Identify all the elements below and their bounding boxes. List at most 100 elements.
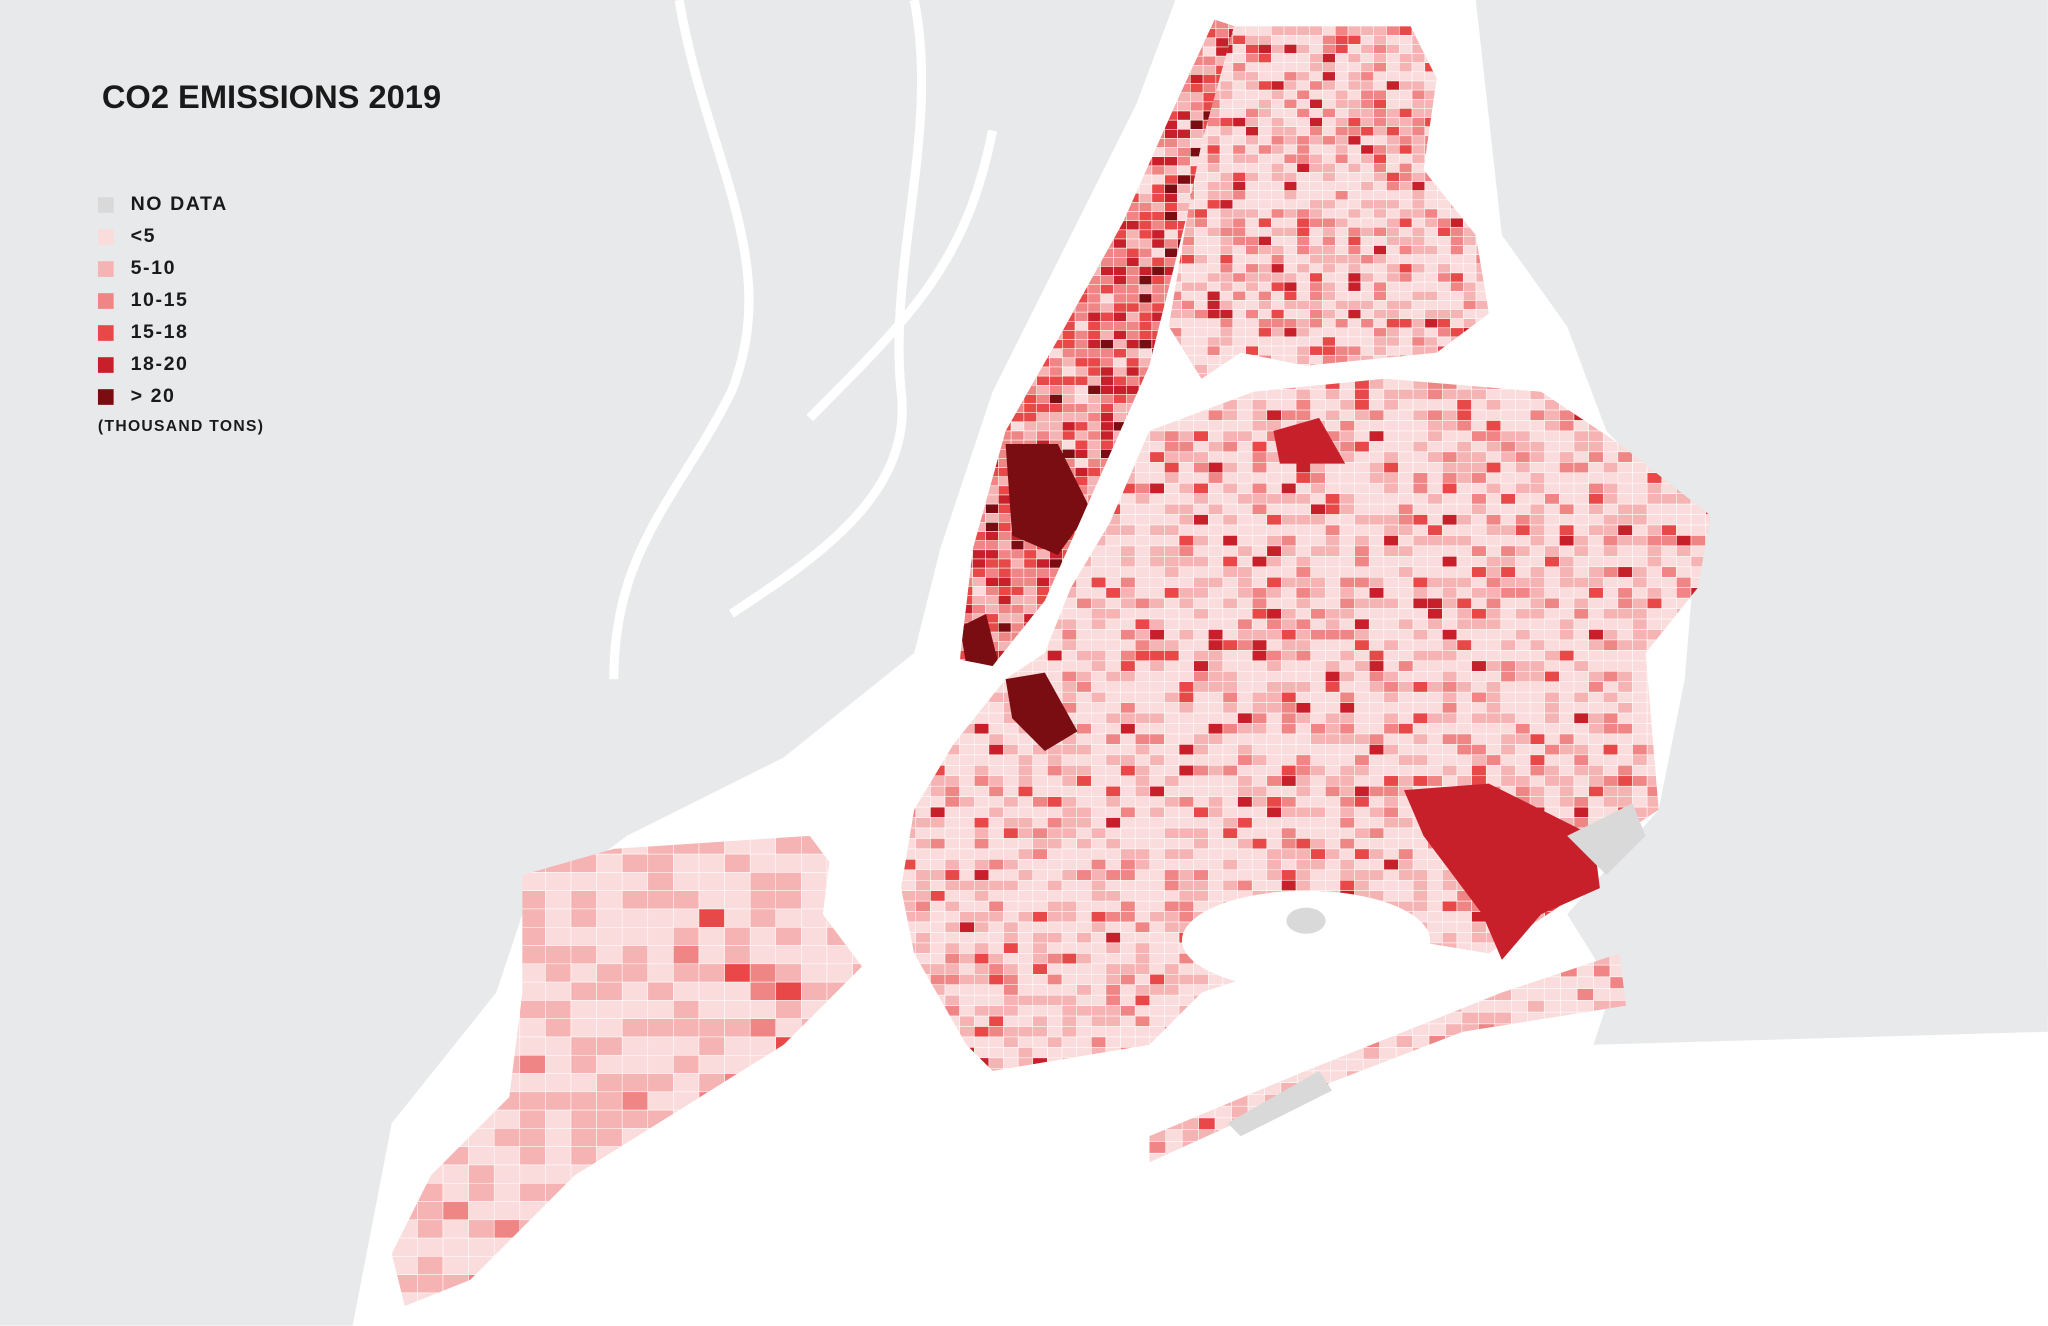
tract	[570, 1073, 597, 1093]
tract	[1559, 723, 1575, 735]
tract	[1588, 597, 1604, 609]
tract	[1113, 412, 1127, 423]
tract	[1105, 618, 1121, 630]
tract	[1427, 441, 1443, 453]
tract	[1283, 217, 1298, 228]
tract	[1023, 421, 1037, 432]
tract	[1258, 300, 1272, 310]
tract	[1219, 318, 1234, 329]
tract	[1232, 117, 1246, 127]
tract	[1251, 514, 1268, 526]
tract	[1676, 566, 1692, 578]
tract	[1193, 691, 1209, 703]
tract	[1283, 290, 1298, 301]
tract	[1373, 80, 1387, 91]
tract	[1232, 135, 1246, 146]
tract	[1219, 135, 1234, 146]
tract	[1339, 608, 1355, 620]
tract	[1023, 403, 1037, 413]
tract	[1347, 263, 1362, 274]
tract	[1190, 119, 1204, 130]
tract	[1398, 409, 1414, 421]
tract	[1427, 576, 1443, 588]
tract	[647, 1091, 674, 1111]
tract	[1322, 300, 1336, 310]
tract	[1427, 514, 1443, 526]
tract	[1325, 493, 1341, 505]
tract	[1164, 608, 1180, 620]
tract	[1559, 462, 1575, 474]
tract	[1632, 566, 1648, 578]
tract	[1442, 420, 1458, 432]
tract	[1373, 281, 1387, 292]
tract	[1310, 514, 1326, 526]
tract	[1164, 587, 1180, 599]
tract	[570, 890, 597, 910]
tract	[1134, 535, 1151, 547]
tract	[1181, 300, 1195, 310]
tract	[1386, 172, 1400, 182]
tract	[1251, 409, 1268, 421]
tract	[1456, 462, 1472, 474]
tract	[1500, 650, 1516, 662]
tract	[1427, 681, 1443, 693]
tract	[1462, 290, 1477, 301]
tract	[1237, 650, 1253, 662]
tract	[1258, 172, 1272, 182]
tract	[1424, 272, 1438, 283]
tract	[1450, 245, 1464, 255]
tract	[1126, 293, 1140, 304]
tract	[1207, 226, 1221, 237]
tract	[1222, 671, 1238, 682]
tract	[1368, 702, 1385, 714]
tract	[1190, 83, 1204, 93]
tract	[1368, 409, 1385, 421]
tract	[1164, 129, 1178, 139]
tract	[1588, 660, 1604, 672]
tract	[1193, 723, 1209, 735]
tract	[1120, 566, 1136, 578]
tract	[1471, 691, 1487, 703]
tract	[1251, 493, 1268, 505]
tract	[1202, 65, 1217, 75]
tract	[1383, 420, 1399, 432]
tract	[1588, 503, 1604, 515]
tract	[1281, 482, 1297, 494]
tract	[1222, 451, 1238, 463]
tract	[1322, 336, 1336, 347]
tract	[1258, 35, 1272, 45]
tract	[724, 1018, 751, 1038]
tract	[1295, 545, 1311, 557]
tract	[1347, 318, 1362, 329]
tract	[1202, 55, 1217, 66]
tract	[1281, 524, 1297, 536]
tract	[1360, 300, 1374, 310]
tract	[1442, 514, 1458, 526]
tract	[1113, 321, 1127, 331]
tract	[1442, 556, 1458, 568]
tract	[1178, 681, 1194, 693]
tract	[1258, 162, 1272, 173]
tract	[1134, 681, 1151, 693]
tract	[1544, 462, 1560, 474]
tract	[1427, 524, 1443, 536]
tract	[1398, 493, 1414, 505]
tract	[1138, 193, 1153, 203]
tract	[1149, 576, 1165, 588]
tract	[1386, 263, 1400, 274]
tract	[1456, 482, 1472, 494]
tract	[1646, 524, 1663, 536]
tract	[1411, 272, 1426, 283]
tract	[1373, 190, 1387, 201]
tract	[1450, 281, 1464, 292]
tract	[1237, 482, 1253, 494]
tract	[1383, 639, 1399, 651]
tract	[1427, 597, 1443, 609]
tract	[1126, 375, 1140, 386]
tract	[1295, 493, 1311, 505]
tract	[1245, 290, 1259, 301]
tract	[1237, 608, 1253, 620]
tract	[998, 558, 1012, 569]
tract	[1485, 493, 1502, 505]
tract	[1023, 576, 1037, 587]
